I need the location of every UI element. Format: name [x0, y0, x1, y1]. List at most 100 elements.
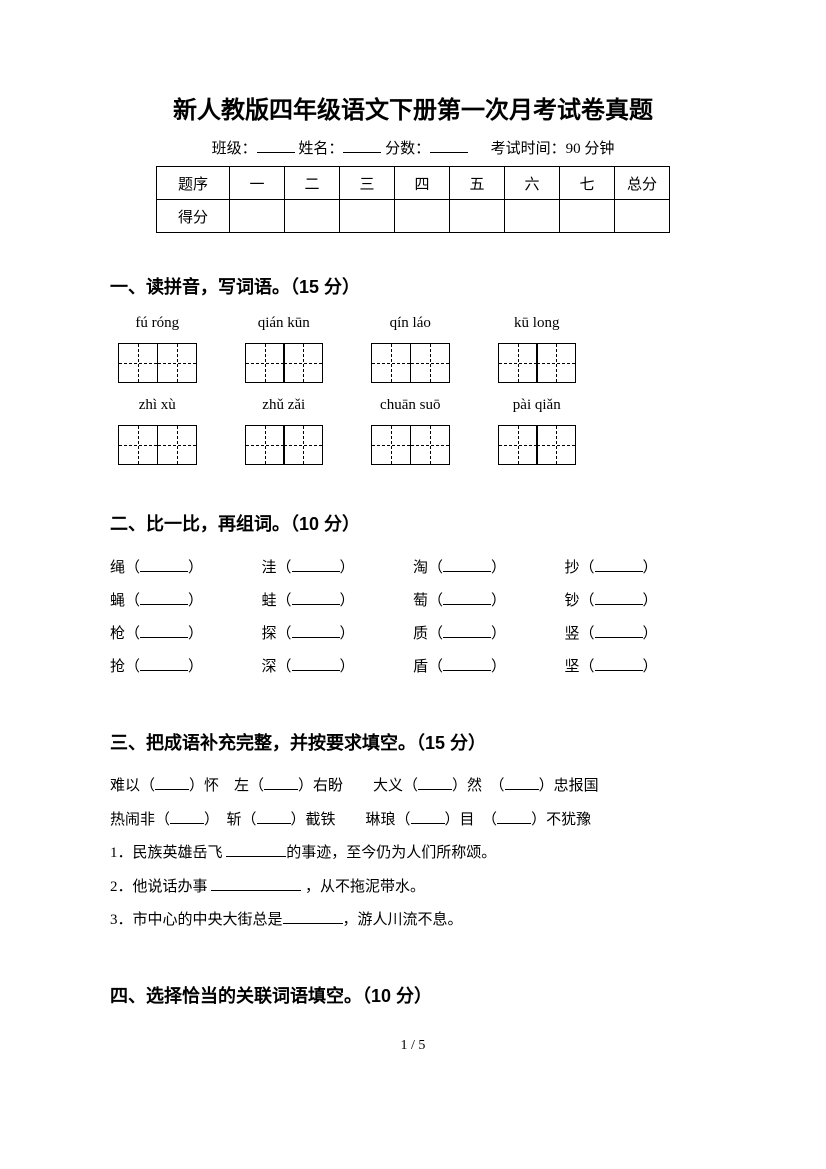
fill-field[interactable]	[443, 622, 491, 638]
page-footer: 1 / 5	[110, 1038, 716, 1054]
question-line: 1．民族英雄岳飞 的事迹，至今仍为人们所称颂。	[110, 838, 716, 870]
fill-field[interactable]	[505, 774, 539, 790]
compare-item: 蝇（）	[110, 585, 262, 618]
idiom-line: 难以（）怀 左（）右盼 大义（）然 （）忠报国	[110, 771, 716, 803]
fill-field[interactable]	[140, 655, 188, 671]
name-field[interactable]	[343, 137, 381, 153]
table-cell[interactable]	[504, 200, 559, 233]
time-label: 考试时间：90 分钟	[491, 141, 615, 157]
table-cell[interactable]	[449, 200, 504, 233]
compare-item: 深（）	[262, 651, 414, 684]
compare-item: 洼（）	[262, 552, 414, 585]
tianzige[interactable]	[371, 343, 450, 383]
compare-item: 探（）	[262, 618, 414, 651]
page-title: 新人教版四年级语文下册第一次月考试卷真题	[110, 90, 716, 125]
table-cell: 四	[394, 167, 449, 200]
pinyin-label: zhǔ zǎi	[262, 397, 305, 417]
pinyin-block: fú róng	[118, 315, 197, 383]
table-cell: 总分	[614, 167, 669, 200]
fill-field[interactable]	[497, 808, 531, 824]
table-cell: 六	[504, 167, 559, 200]
pinyin-label: qián kūn	[258, 315, 310, 335]
fill-field[interactable]	[595, 589, 643, 605]
compare-item: 坚（）	[565, 651, 717, 684]
fill-field[interactable]	[226, 841, 286, 857]
score-label: 分数：	[385, 141, 430, 157]
table-cell[interactable]	[614, 200, 669, 233]
table-cell[interactable]	[229, 200, 284, 233]
table-cell: 五	[449, 167, 504, 200]
fill-field[interactable]	[292, 556, 340, 572]
compare-item: 淘（）	[413, 552, 565, 585]
compare-item: 蛙（）	[262, 585, 414, 618]
table-row: 题序 一 二 三 四 五 六 七 总分	[156, 167, 669, 200]
table-cell[interactable]	[559, 200, 614, 233]
tianzige[interactable]	[498, 425, 577, 465]
fill-field[interactable]	[418, 774, 452, 790]
table-cell[interactable]	[394, 200, 449, 233]
table-cell: 一	[229, 167, 284, 200]
class-label: 班级：	[212, 141, 257, 157]
tianzige[interactable]	[371, 425, 450, 465]
table-cell: 七	[559, 167, 614, 200]
tianzige[interactable]	[498, 343, 577, 383]
tianzige[interactable]	[245, 425, 324, 465]
section4-heading: 四、选择恰当的关联词语填空。（10 分）	[110, 982, 716, 1008]
fill-field[interactable]	[155, 774, 189, 790]
meta-line: 班级： 姓名： 分数： 考试时间：90 分钟	[110, 137, 716, 158]
fill-field[interactable]	[257, 808, 291, 824]
fill-field[interactable]	[140, 556, 188, 572]
idiom-block: 难以（）怀 左（）右盼 大义（）然 （）忠报国 热闹非（） 斩（）截铁 琳琅（）…	[110, 771, 716, 937]
tianzige[interactable]	[245, 343, 324, 383]
class-field[interactable]	[257, 137, 295, 153]
compare-item: 枪（）	[110, 618, 262, 651]
table-row: 得分	[156, 200, 669, 233]
fill-field[interactable]	[595, 622, 643, 638]
fill-field[interactable]	[443, 655, 491, 671]
pinyin-label: kū long	[514, 315, 559, 335]
fill-field[interactable]	[292, 655, 340, 671]
fill-field[interactable]	[283, 908, 343, 924]
fill-field[interactable]	[595, 655, 643, 671]
fill-field[interactable]	[443, 556, 491, 572]
fill-field[interactable]	[264, 774, 298, 790]
compare-item: 竖（）	[565, 618, 717, 651]
question-line: 3．市中心的中央大街总是，游人川流不息。	[110, 905, 716, 937]
table-cell: 题序	[156, 167, 229, 200]
table-cell: 二	[284, 167, 339, 200]
name-label: 姓名：	[298, 141, 343, 157]
fill-field[interactable]	[140, 589, 188, 605]
tianzige[interactable]	[118, 343, 197, 383]
compare-item: 质（）	[413, 618, 565, 651]
pinyin-block: qián kūn	[245, 315, 324, 383]
table-cell: 三	[339, 167, 394, 200]
compare-item: 盾（）	[413, 651, 565, 684]
section3-heading: 三、把成语补充完整，并按要求填空。（15 分）	[110, 729, 716, 755]
fill-field[interactable]	[170, 808, 204, 824]
fill-field[interactable]	[411, 808, 445, 824]
table-cell[interactable]	[284, 200, 339, 233]
pinyin-block: qín láo	[371, 315, 450, 383]
fill-field[interactable]	[292, 589, 340, 605]
compare-item: 绳（）	[110, 552, 262, 585]
pinyin-block: zhǔ zǎi	[245, 397, 324, 465]
pinyin-row-1: fú róng qián kūn qín láo kū long	[110, 315, 716, 383]
score-field[interactable]	[430, 137, 468, 153]
fill-field[interactable]	[211, 875, 301, 891]
tianzige[interactable]	[118, 425, 197, 465]
compare-item: 抄（）	[565, 552, 717, 585]
fill-field[interactable]	[443, 589, 491, 605]
score-table: 题序 一 二 三 四 五 六 七 总分 得分	[156, 166, 670, 233]
fill-field[interactable]	[595, 556, 643, 572]
compare-row: 抢（） 深（） 盾（） 坚（）	[110, 651, 716, 684]
pinyin-label: zhì xù	[139, 397, 176, 417]
fill-field[interactable]	[140, 622, 188, 638]
fill-field[interactable]	[292, 622, 340, 638]
page-container: 新人教版四年级语文下册第一次月考试卷真题 班级： 姓名： 分数： 考试时间：90…	[0, 0, 826, 1084]
pinyin-row-2: zhì xù zhǔ zǎi chuān suō pài qiǎn	[110, 397, 716, 465]
compare-item: 钞（）	[565, 585, 717, 618]
pinyin-block: pài qiǎn	[498, 397, 577, 465]
pinyin-block: zhì xù	[118, 397, 197, 465]
table-cell[interactable]	[339, 200, 394, 233]
question-line: 2．他说话办事 ，从不拖泥带水。	[110, 872, 716, 904]
